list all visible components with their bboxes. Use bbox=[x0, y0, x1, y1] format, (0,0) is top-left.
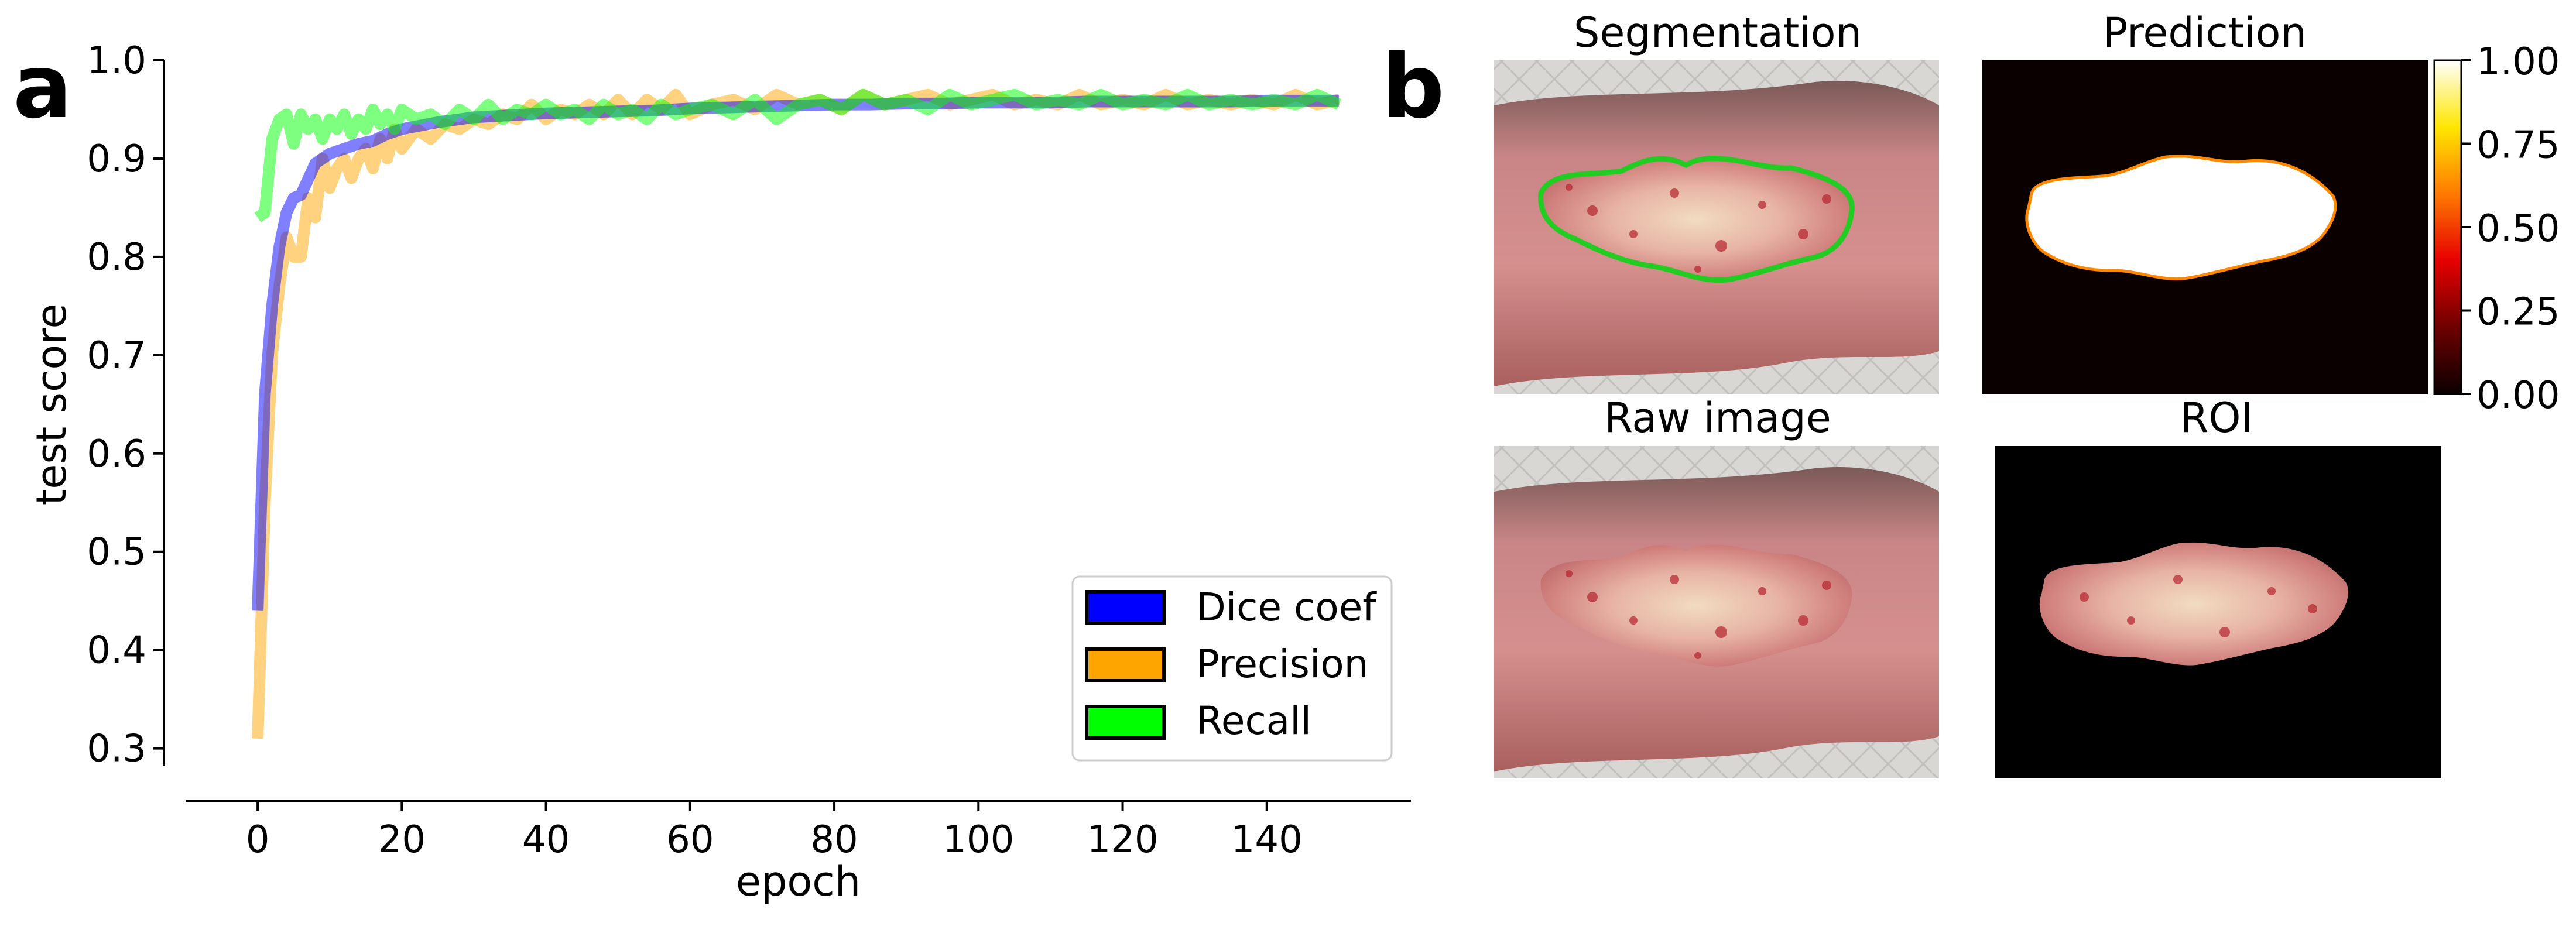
y-tick-label: 1.0 bbox=[87, 39, 146, 83]
series-line-recall bbox=[254, 88, 1342, 222]
prediction-title: Prediction bbox=[2103, 9, 2307, 57]
x-axis-label: epoch bbox=[736, 857, 861, 905]
x-tick-label: 120 bbox=[1087, 818, 1158, 862]
x-tick-label: 20 bbox=[378, 818, 426, 862]
legend-label-precision: Precision bbox=[1196, 642, 1369, 687]
y-tick-label: 0.8 bbox=[87, 236, 146, 279]
legend-swatch-precision bbox=[1085, 647, 1166, 682]
x-tick-label: 80 bbox=[810, 818, 858, 862]
y-tick-label: 0.9 bbox=[87, 138, 146, 181]
y-tick-label: 0.3 bbox=[87, 728, 146, 771]
colorbar-tick-label: 1.00 bbox=[2476, 40, 2560, 84]
raw-image bbox=[1494, 446, 1939, 778]
chart-series bbox=[252, 88, 1342, 739]
raw-image-title: Raw image bbox=[1604, 394, 1831, 442]
x-tick-label: 100 bbox=[943, 818, 1014, 862]
legend-swatch-recall bbox=[1085, 705, 1166, 740]
x-tick-label: 140 bbox=[1231, 818, 1303, 862]
y-tick-label: 0.5 bbox=[87, 531, 146, 574]
y-tick-label: 0.4 bbox=[87, 629, 146, 673]
legend-label-dice: Dice coef bbox=[1196, 585, 1377, 630]
x-tick-label: 40 bbox=[522, 818, 570, 862]
segmentation-image bbox=[1494, 60, 1939, 394]
legend-label-recall: Recall bbox=[1196, 698, 1311, 743]
panel-label-a: a bbox=[13, 36, 72, 138]
roi-image bbox=[1995, 446, 2441, 778]
y-axis-label: test score bbox=[28, 303, 76, 505]
y-tick-label: 0.7 bbox=[87, 334, 146, 378]
segmentation-title: Segmentation bbox=[1574, 9, 1862, 57]
legend-swatch-dice bbox=[1085, 590, 1166, 625]
segmentation-contour bbox=[1538, 155, 1855, 283]
colorbar-tick-label: 0.00 bbox=[2476, 374, 2560, 417]
colorbar-tick-label: 0.50 bbox=[2476, 207, 2560, 251]
prediction-image bbox=[1982, 60, 2428, 394]
colorbar-tick-label: 0.25 bbox=[2476, 291, 2560, 334]
x-tick-label: 0 bbox=[246, 818, 270, 862]
series-line-dice-coef bbox=[252, 94, 1339, 611]
chart-axes: 0.3 0.4 0.5 0.6 0.7 0.8 0.9 1.0 0 20 40 60 80 100 120 1… bbox=[87, 39, 1411, 862]
y-tick-label: 0.6 bbox=[87, 433, 146, 476]
roi-title: ROI bbox=[2180, 394, 2253, 442]
chart-legend: Dice coef Precision Recall bbox=[1071, 575, 1393, 762]
x-tick-label: 60 bbox=[666, 818, 714, 862]
colorbar: 1.00 0.75 0.50 0.25 0.00 bbox=[2433, 40, 2560, 417]
colorbar-tick-label: 0.75 bbox=[2476, 124, 2560, 167]
line-chart: 0.3 0.4 0.5 0.6 0.7 0.8 0.9 1.0 0 20 40 60 80 100 120 1… bbox=[28, 39, 1411, 905]
panel-label-b: b bbox=[1382, 36, 1444, 138]
